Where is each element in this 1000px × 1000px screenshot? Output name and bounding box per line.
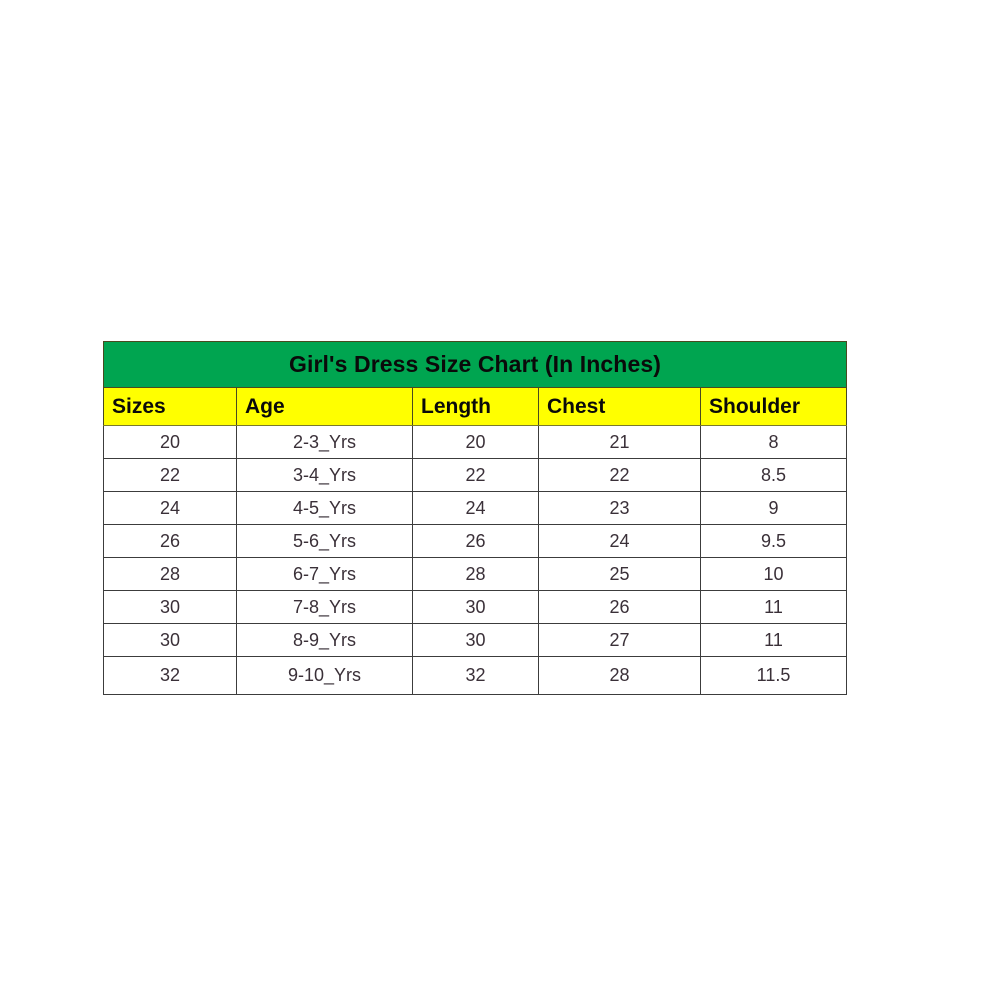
size-chart-container: Girl's Dress Size Chart (In Inches) Size… xyxy=(102,341,848,695)
size-chart-table: Girl's Dress Size Chart (In Inches) Size… xyxy=(102,341,848,695)
cell-length: 26 xyxy=(412,524,539,558)
cell-shoulder: 9 xyxy=(699,491,848,525)
cell-sizes: 28 xyxy=(103,557,237,591)
cell-sizes: 22 xyxy=(103,458,237,492)
table-row: 20 2-3_Yrs 20 21 8 xyxy=(103,425,848,459)
column-header-chest: Chest xyxy=(538,387,701,426)
cell-shoulder: 11 xyxy=(699,590,848,624)
cell-length: 22 xyxy=(412,458,539,492)
table-row: 24 4-5_Yrs 24 23 9 xyxy=(103,491,848,525)
cell-length: 20 xyxy=(412,425,539,459)
table-row: 30 7-8_Yrs 30 26 11 xyxy=(103,590,848,624)
cell-chest: 21 xyxy=(538,425,701,459)
cell-shoulder: 9.5 xyxy=(699,524,848,558)
cell-chest: 24 xyxy=(538,524,701,558)
cell-age: 7-8_Yrs xyxy=(236,590,413,624)
table-row: 32 9-10_Yrs 32 28 11.5 xyxy=(103,656,848,695)
cell-chest: 27 xyxy=(538,623,701,657)
size-chart-body: Girl's Dress Size Chart (In Inches) Size… xyxy=(102,341,848,695)
cell-shoulder: 11.5 xyxy=(699,656,848,695)
cell-age: 2-3_Yrs xyxy=(236,425,413,459)
cell-sizes: 26 xyxy=(103,524,237,558)
cell-shoulder: 8 xyxy=(699,425,848,459)
cell-age: 9-10_Yrs xyxy=(236,656,413,695)
cell-chest: 26 xyxy=(538,590,701,624)
cell-sizes: 24 xyxy=(103,491,237,525)
cell-shoulder: 11 xyxy=(699,623,848,657)
column-header-age: Age xyxy=(236,387,413,426)
cell-shoulder: 8.5 xyxy=(699,458,848,492)
cell-chest: 28 xyxy=(538,656,701,695)
cell-sizes: 20 xyxy=(103,425,237,459)
table-row: 22 3-4_Yrs 22 22 8.5 xyxy=(103,458,848,492)
cell-length: 30 xyxy=(412,590,539,624)
column-header-length: Length xyxy=(412,387,539,426)
column-header-sizes: Sizes xyxy=(103,387,237,426)
cell-chest: 25 xyxy=(538,557,701,591)
cell-length: 32 xyxy=(412,656,539,695)
chart-title: Girl's Dress Size Chart (In Inches) xyxy=(102,341,848,388)
cell-age: 8-9_Yrs xyxy=(236,623,413,657)
column-header-row: Sizes Age Length Chest Shoulder xyxy=(103,387,848,426)
cell-age: 5-6_Yrs xyxy=(236,524,413,558)
cell-age: 4-5_Yrs xyxy=(236,491,413,525)
table-row: 26 5-6_Yrs 26 24 9.5 xyxy=(103,524,848,558)
chart-title-row: Girl's Dress Size Chart (In Inches) xyxy=(102,341,848,388)
cell-age: 3-4_Yrs xyxy=(236,458,413,492)
table-row: 30 8-9_Yrs 30 27 11 xyxy=(103,623,848,657)
cell-sizes: 32 xyxy=(103,656,237,695)
cell-length: 28 xyxy=(412,557,539,591)
cell-length: 24 xyxy=(412,491,539,525)
cell-age: 6-7_Yrs xyxy=(236,557,413,591)
cell-shoulder: 10 xyxy=(699,557,848,591)
cell-sizes: 30 xyxy=(103,623,237,657)
cell-chest: 23 xyxy=(538,491,701,525)
cell-sizes: 30 xyxy=(103,590,237,624)
cell-length: 30 xyxy=(412,623,539,657)
column-header-shoulder: Shoulder xyxy=(699,387,848,426)
table-row: 28 6-7_Yrs 28 25 10 xyxy=(103,557,848,591)
cell-chest: 22 xyxy=(538,458,701,492)
